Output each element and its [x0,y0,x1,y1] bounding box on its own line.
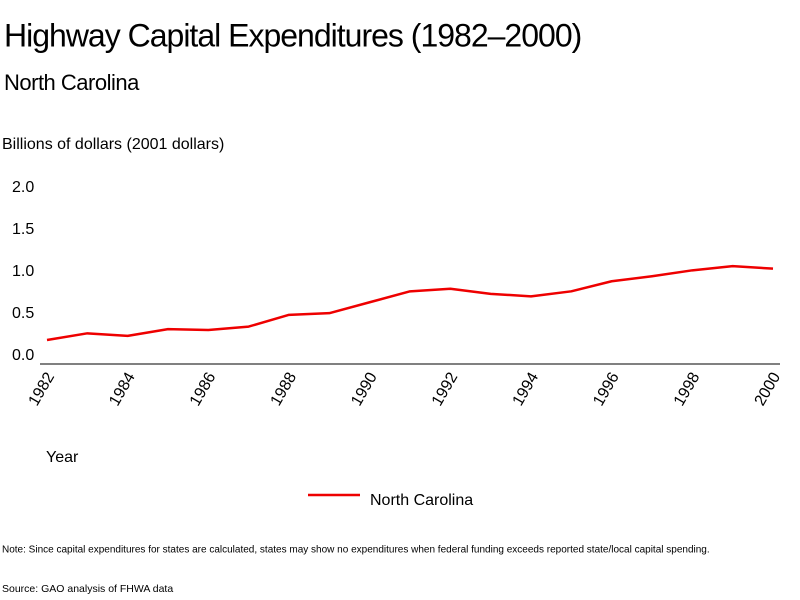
chart-subtitle: North Carolina [4,70,140,95]
x-tick-label: 1996 [590,370,623,409]
source: Source: GAO analysis of FHWA data [2,583,173,595]
x-tick-label: 1988 [268,370,301,409]
x-tick-label: 1990 [348,370,381,409]
x-tick-label: 2000 [752,370,785,409]
chart-title: Highway Capital Expenditures (1982–2000) [4,17,581,53]
x-axis-label: Year [46,449,79,466]
x-tick-label: 1986 [187,370,220,409]
x-tick-label: 1984 [106,370,139,409]
y-axis-label: Billions of dollars (2001 dollars) [2,136,224,153]
x-tick-label: 1982 [26,370,59,409]
x-tick-label: 1998 [671,370,704,409]
legend-label: North Carolina [370,492,473,509]
y-tick-label: 1.0 [12,263,34,280]
y-tick-label: 2.0 [12,179,34,196]
x-tick-label: 1992 [429,370,462,409]
data-line [46,264,774,342]
y-tick-label: 1.5 [12,221,34,238]
y-tick-label: 0.0 [12,347,34,364]
x-tick-label: 1994 [510,370,543,409]
note: Note: Since capital expenditures for sta… [2,545,710,556]
y-tick-label: 0.5 [12,305,34,322]
